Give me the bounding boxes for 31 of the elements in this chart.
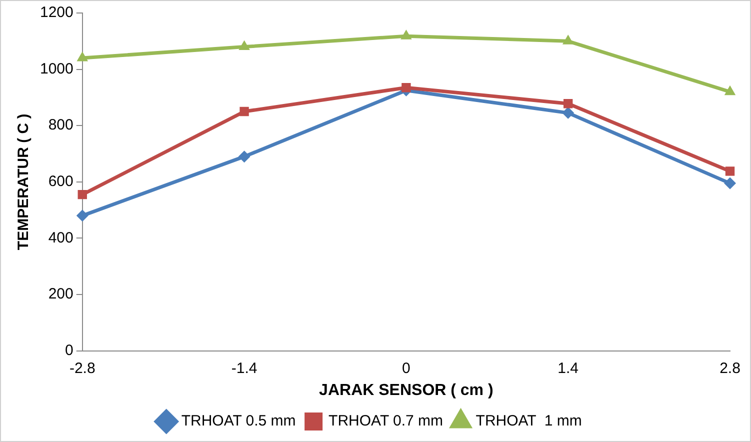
x-tick-label: -1.4 [231,360,258,377]
x-tick-label: 2.8 [720,360,740,377]
point [238,40,250,50]
point [724,85,736,96]
legend-label: TRHOAT 1 mm [476,412,582,430]
y-tick-label: 1200 [40,4,74,22]
point [402,83,411,92]
point [725,166,735,176]
y-tick-label: 200 [48,286,74,303]
point [238,150,250,163]
point [562,34,574,44]
x-tick-label: 1.4 [558,360,579,377]
y-axis-title: TEMPERATUR ( C ) [15,114,32,250]
point [563,99,573,108]
y-tick-label: 400 [48,229,74,246]
point [400,30,412,40]
y-tick-label: 1000 [40,60,74,78]
point [76,210,88,222]
y-tick-label: 600 [48,173,74,190]
x-tick-label: 0 [402,360,410,377]
legend-label: TRHOAT 0.7 mm [328,412,444,430]
point [78,190,87,200]
point [562,106,574,119]
legend-label: TRHOAT 0.5 mm [181,412,296,430]
point [76,52,88,62]
x-tick-label: -2.8 [69,360,96,377]
point [724,177,736,190]
x-axis-title: JARAK SENSOR ( cm ) [319,382,494,399]
y-tick-label: 800 [48,116,74,134]
point [240,106,249,116]
y-tick-label: 0 [65,342,74,359]
